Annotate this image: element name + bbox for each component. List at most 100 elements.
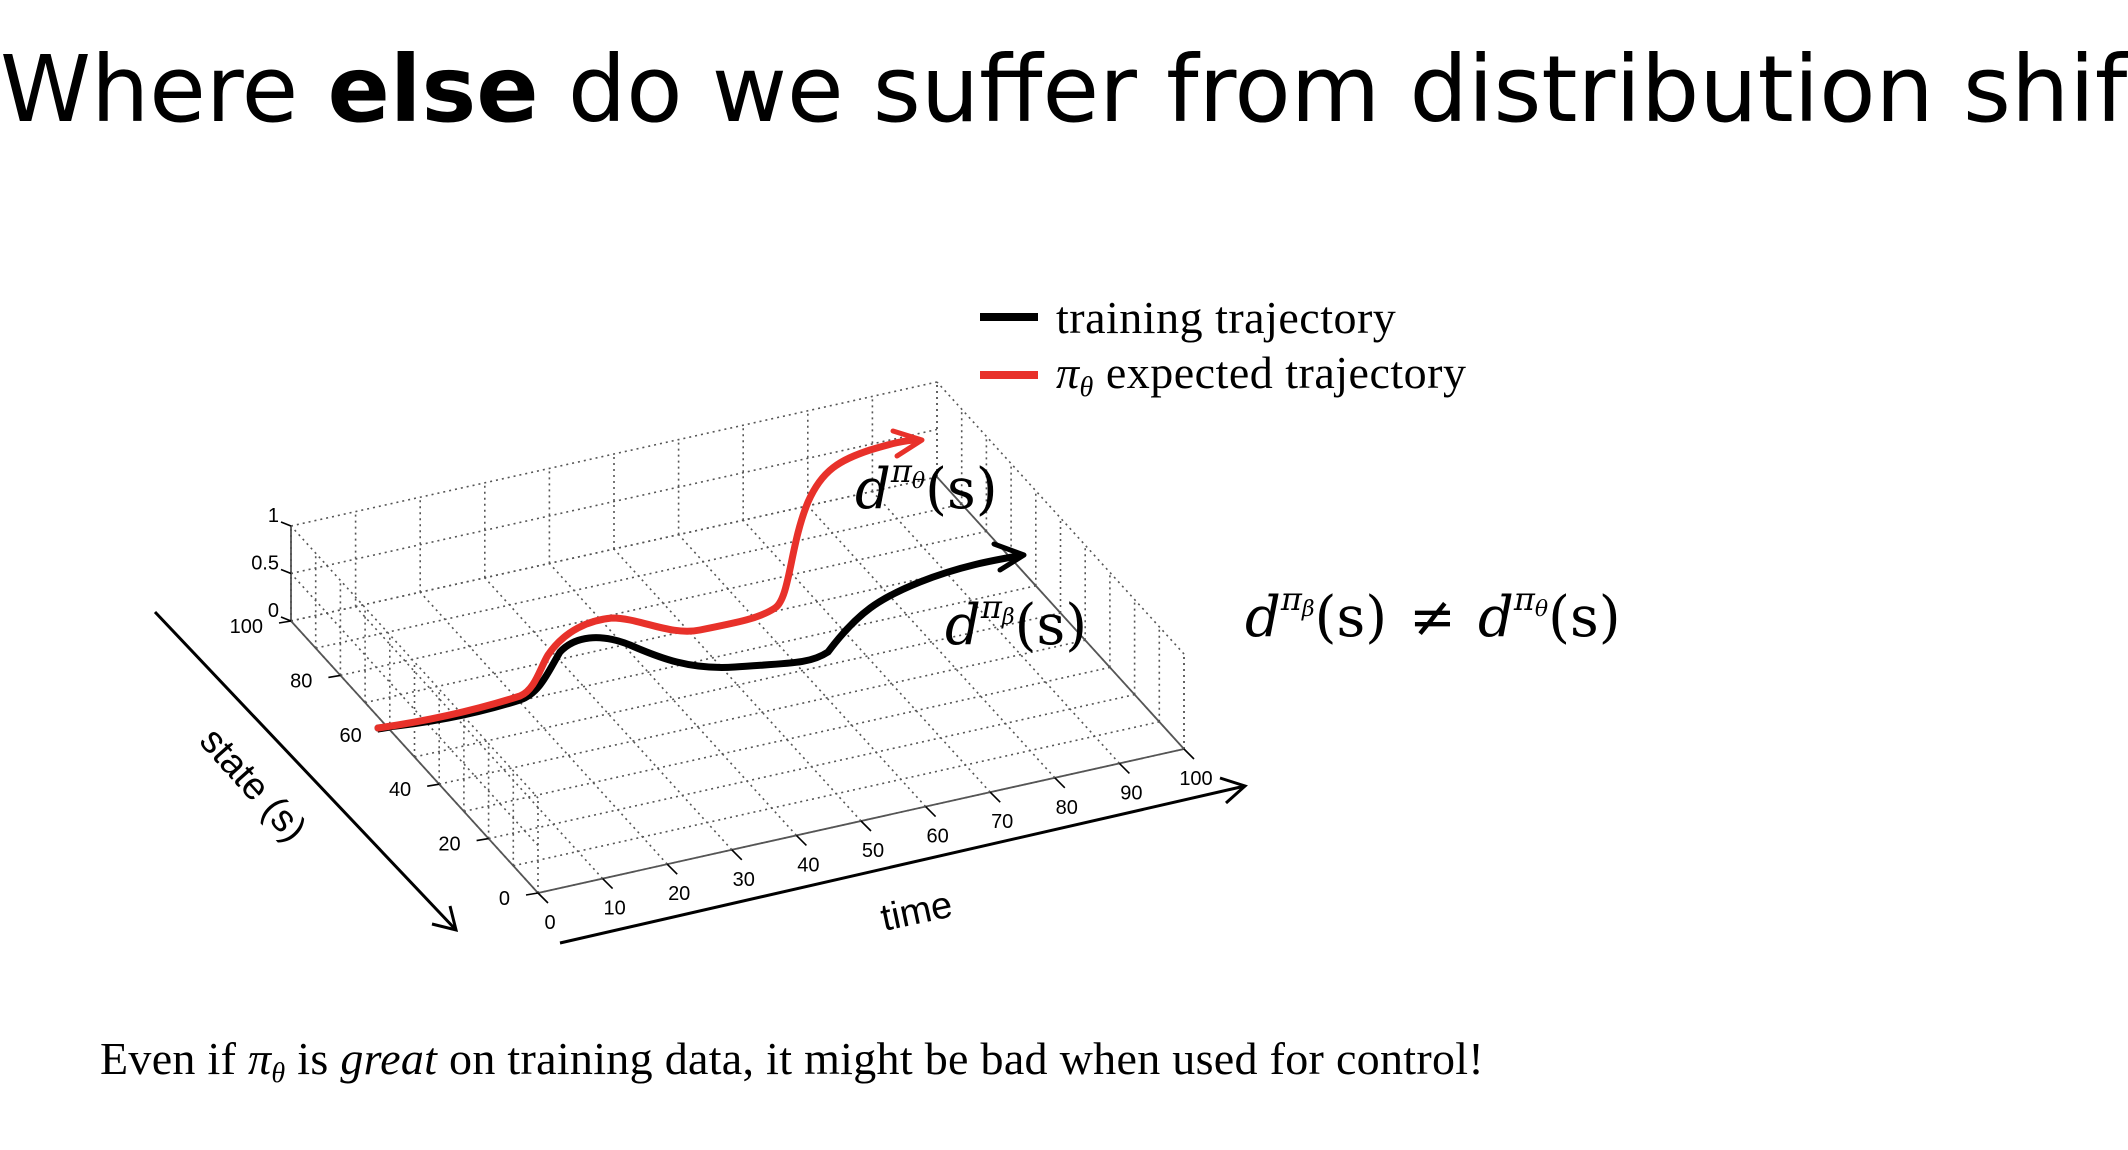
d-beta-sup: π [980,588,1002,626]
floor-grid-line [488,693,1135,840]
time-tick-label: 70 [991,811,1013,833]
state-axis-arrowhead [431,905,459,933]
floor-grid-line [742,519,991,793]
time-tick-label: 60 [926,826,948,848]
time-tick-mark [795,834,807,846]
eq-d-beta-arg: (s) [1314,585,1388,650]
legend-swatch-training [980,313,1038,321]
d-theta-arg: (s) [925,457,998,522]
time-axis-label: time [877,884,956,940]
expected-trajectory-arrowhead [890,428,925,459]
time-tick-label: 80 [1056,797,1078,819]
back-wall-grid-line [290,381,938,527]
legend-label-training: training trajectory [1056,291,1397,343]
eq-d-beta-sub: β [1301,597,1315,622]
footer-pi: π [248,1033,272,1084]
floor-grid-line [414,612,1061,758]
time-tick-mark [989,791,1001,803]
title-emphasis: else [327,36,539,143]
time-tick-mark [666,863,678,875]
time-tick-mark [860,820,872,832]
state-axis-edge [290,620,539,894]
floor-grid-line [315,503,962,649]
floor-grid-line [419,591,668,865]
state-tick-mark [476,837,489,842]
z-tick-label: 0.5 [251,553,279,575]
footer-emphasis: great [340,1033,438,1084]
z-tick-label: 1 [268,505,279,527]
eq-d-theta-base: d [1477,585,1514,650]
state-axis-label: state (s) [191,720,314,850]
footer-suffix: on training data, it might be bad when u… [437,1033,1484,1084]
axis-ticks: 0 10 20 30 40 50 60 70 80 90 100 100 80 60 40 20 0 1 0.5 0 [230,505,1213,934]
time-tick-label: 30 [733,869,755,891]
eq-d-beta-sup: π [1280,580,1302,618]
legend-item-training: training trajectory [980,288,1467,346]
right-wall-edge [936,381,1185,655]
left-wall-grid-line [290,572,539,847]
time-axis-arrowhead [1219,776,1248,805]
state-tick-mark [278,620,292,624]
d-beta-arg: (s) [1014,593,1088,658]
legend-swatch-expected [980,371,1038,379]
time-tick-mark [925,806,937,818]
inequality-equation: dπβ(s) ≠ dπθ(s) [1245,580,1621,650]
legend-pi-symbol: π [1056,347,1080,398]
z-tick-label: 0 [268,600,279,622]
footer-caption: Even if πθ is great on training data, it… [100,1032,1484,1090]
eq-d-beta-base: d [1245,585,1281,650]
d-beta-sub: β [1001,605,1015,630]
state-tick-label: 40 [389,779,411,801]
time-tick-mark [1118,762,1130,774]
floor-grid-line [439,639,1086,785]
eq-d-theta-sup: π [1513,580,1535,618]
time-tick-mark [1054,777,1066,789]
d-theta-sub: θ [911,469,926,494]
d-theta-sup: π [890,452,912,490]
d-pi-theta-label: dπθ(s) [855,452,998,522]
state-tick-mark [328,674,341,679]
title-before: Where [0,36,328,143]
time-tick-label: 90 [1120,782,1142,804]
time-tick-mark [537,892,549,904]
axis-arrows [153,610,1248,945]
legend-expected-text: expected trajectory [1093,347,1467,398]
floor-grid-line [513,721,1160,867]
floor-grid-line [340,530,987,677]
time-axis-arrow [559,784,1246,945]
state-tick-label: 60 [340,725,362,747]
legend-item-expected: πθ expected trajectory [980,346,1467,404]
legend-pi-subscript: θ [1079,372,1094,403]
title-after: do we suffer from distribution shift? [538,36,2128,143]
training-trajectory [374,552,1022,732]
expected-trajectory [374,436,922,732]
d-theta-base: d [855,457,891,522]
floor-grid-line [613,548,862,822]
floor-grid-line [355,606,604,880]
time-tick-label: 100 [1179,768,1212,790]
footer-prefix: Even if [100,1033,249,1084]
state-tick-label: 100 [230,616,263,638]
legend-label-expected: πθ expected trajectory [1056,346,1467,404]
state-tick-mark [427,783,440,787]
time-tick-mark [731,849,743,861]
slide-title: Where else do we suffer from distributio… [0,30,2128,150]
time-tick-label: 50 [862,840,884,862]
state-tick-mark [525,892,539,896]
z-tick-mark [280,568,292,575]
back-wall-grid-line [290,428,938,575]
neq-symbol: ≠ [1409,585,1456,650]
time-tick-label: 20 [668,883,690,905]
back-wall-grid-line [290,476,938,622]
floor-grid-line [484,577,733,851]
state-tick-label: 80 [290,670,312,692]
d-beta-base: d [945,593,981,658]
left-wall-grid-line [290,525,539,799]
z-tick-mark [280,521,292,527]
time-tick-mark [1183,748,1195,760]
floor-grid-line [389,585,1036,731]
floor-grid-line [871,490,1120,764]
time-tick-label: 0 [544,912,555,934]
eq-d-theta-arg: (s) [1548,585,1621,650]
